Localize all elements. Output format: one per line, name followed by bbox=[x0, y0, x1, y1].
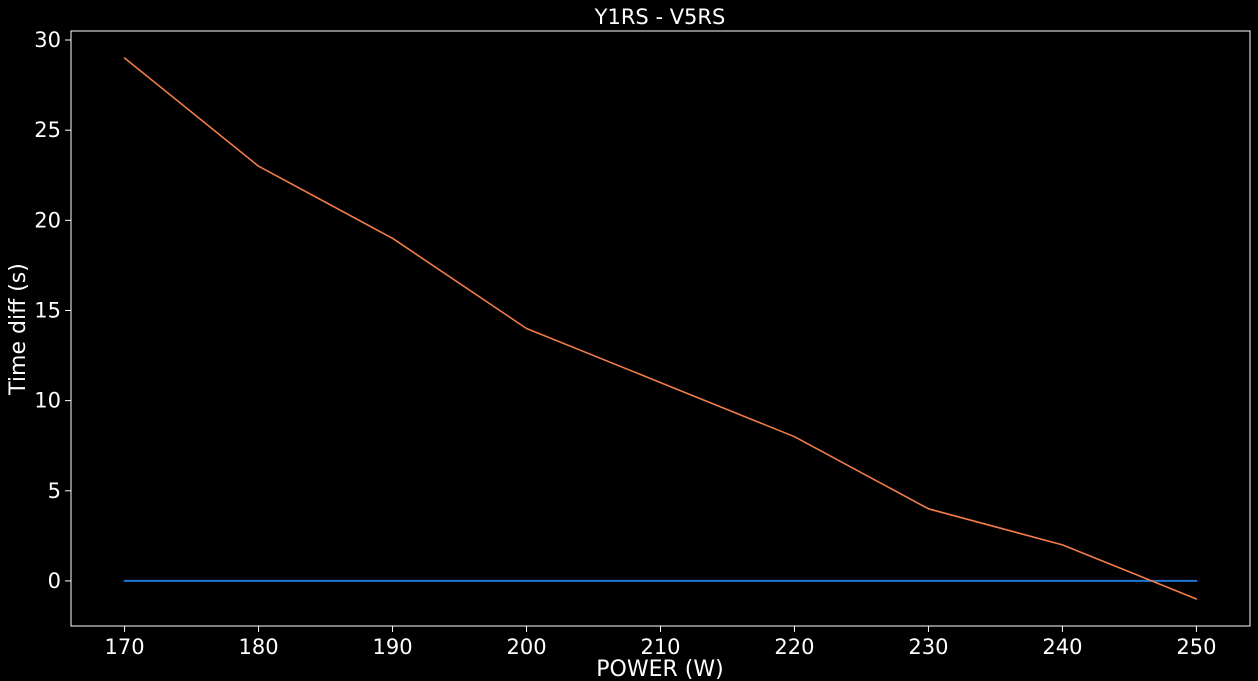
x-axis-ticks: 170 180 190 200 210 220 230 240 250 bbox=[105, 626, 1216, 659]
y-tick-label: 0 bbox=[48, 569, 61, 593]
plot-frame bbox=[70, 30, 1251, 627]
chart-title: Y1RS - V5RS bbox=[594, 5, 726, 29]
y-tick-label: 5 bbox=[48, 479, 61, 503]
y-tick-label: 25 bbox=[34, 118, 61, 142]
x-axis-label: POWER (W) bbox=[596, 657, 723, 681]
x-tick-label: 170 bbox=[105, 635, 145, 659]
x-tick-label: 250 bbox=[1176, 635, 1216, 659]
x-tick-label: 220 bbox=[774, 635, 814, 659]
y-axis-label: Time diff (s) bbox=[6, 263, 31, 396]
x-tick-label: 240 bbox=[1042, 635, 1082, 659]
x-tick-label: 210 bbox=[640, 635, 680, 659]
x-tick-label: 190 bbox=[372, 635, 412, 659]
series-layer bbox=[123, 57, 1198, 600]
x-tick-label: 180 bbox=[239, 635, 279, 659]
y-tick-label: 15 bbox=[34, 298, 61, 322]
y-axis-ticks: 0 5 10 15 20 25 30 bbox=[34, 28, 71, 593]
x-tick-label: 200 bbox=[506, 635, 546, 659]
series-line-2 bbox=[123, 57, 1198, 600]
y-tick-label: 10 bbox=[34, 389, 61, 413]
y-tick-label: 20 bbox=[34, 208, 61, 232]
x-tick-label: 230 bbox=[908, 635, 948, 659]
y-tick-label: 30 bbox=[34, 28, 61, 52]
